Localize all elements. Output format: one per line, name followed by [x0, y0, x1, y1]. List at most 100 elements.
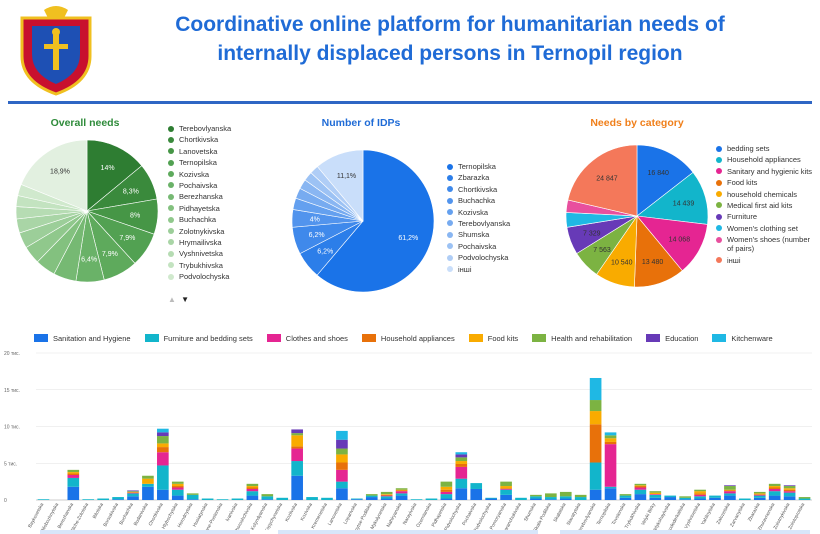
bar-legend-item[interactable]: Health and rehabilitation [532, 332, 632, 344]
pie-slice[interactable] [567, 144, 638, 217]
bar-segment[interactable] [142, 475, 154, 479]
bar-segment[interactable] [679, 497, 691, 500]
bar-segment[interactable] [455, 454, 468, 458]
bar-segment[interactable] [589, 424, 602, 463]
bar-segment[interactable] [321, 497, 333, 500]
bar-segment[interactable] [470, 483, 483, 489]
bar-segment[interactable] [783, 496, 796, 500]
bar-segment[interactable] [112, 497, 124, 500]
bar-segment[interactable] [157, 432, 169, 437]
bar-segment[interactable] [724, 489, 736, 491]
category-legend-item[interactable]: household chemicals [716, 190, 816, 199]
bar-segment[interactable] [291, 435, 303, 447]
bar-segment[interactable] [276, 497, 289, 500]
bar-segment[interactable] [649, 494, 662, 498]
bar-segment[interactable] [500, 489, 512, 495]
bar-segment[interactable] [157, 452, 169, 466]
pie-slice[interactable] [86, 139, 143, 212]
bar-legend-item[interactable]: Furniture and bedding sets [144, 332, 253, 344]
bar-segment[interactable] [246, 495, 259, 500]
category-legend-item[interactable]: Food kits [716, 178, 816, 187]
bar-segment[interactable] [664, 495, 677, 498]
category-legend-item[interactable]: Women's clothing set [716, 224, 816, 233]
bar-segment[interactable] [336, 488, 348, 500]
bar-segment[interactable] [231, 498, 244, 500]
bar-segment[interactable] [410, 499, 423, 500]
idps-legend-item[interactable]: Shumska [447, 230, 547, 239]
bar-segment[interactable] [634, 487, 647, 490]
bar-segment[interactable] [753, 491, 766, 494]
bar-segment[interactable] [589, 400, 602, 412]
bar-segment[interactable] [649, 497, 662, 500]
bar-segment[interactable] [291, 429, 303, 434]
bar-segment[interactable] [336, 469, 348, 482]
bar-segment[interactable] [783, 485, 796, 487]
bar-segment[interactable] [604, 432, 617, 436]
bar-segment[interactable] [127, 496, 139, 500]
bar-segment[interactable] [171, 486, 184, 488]
idps-legend-item[interactable]: інші [447, 265, 547, 274]
bar-segment[interactable] [500, 486, 512, 489]
idps-legend-item[interactable]: Zbarazka [447, 173, 547, 182]
bar-segment[interactable] [380, 495, 393, 497]
bar-segment[interactable] [306, 497, 318, 500]
bar-segment[interactable] [336, 481, 348, 489]
category-legend-item[interactable]: Medical first aid kits [716, 201, 816, 210]
bar-segment[interactable] [783, 492, 796, 497]
bar-segment[interactable] [246, 491, 259, 496]
bar-segment[interactable] [171, 487, 184, 490]
category-legend-item[interactable]: Furniture [716, 212, 816, 221]
overall-needs-legend-item[interactable]: Chortkivska [168, 135, 278, 144]
idps-legend-item[interactable]: Pochaivska [447, 242, 547, 251]
bar-segment[interactable] [724, 493, 736, 496]
category-legend-item[interactable]: інші [716, 256, 816, 265]
bar-segment[interactable] [500, 488, 512, 489]
bar-segment[interactable] [67, 486, 80, 500]
bar-legend-item[interactable]: Education [646, 332, 698, 344]
bar-segment[interactable] [589, 462, 602, 490]
bar-segment[interactable] [380, 498, 393, 500]
bar-segment[interactable] [336, 454, 348, 463]
bar-segment[interactable] [380, 496, 393, 499]
category-legend-item[interactable]: bedding sets [716, 144, 816, 153]
bar-segment[interactable] [634, 483, 647, 486]
bar-segment[interactable] [619, 494, 632, 496]
bar-segment[interactable] [753, 495, 766, 498]
pager-down-icon[interactable]: ▼ [181, 295, 190, 304]
bar-segment[interactable] [500, 488, 512, 490]
bar-segment[interactable] [545, 497, 557, 500]
bar-segment[interactable] [485, 497, 497, 499]
bar-segment[interactable] [753, 497, 766, 500]
bar-segment[interactable] [589, 411, 602, 425]
bar-legend-item[interactable]: Household appliances [361, 332, 455, 344]
bar-segment[interactable] [157, 436, 169, 444]
bar-segment[interactable] [395, 493, 408, 496]
bar-segment[interactable] [634, 494, 647, 500]
bar-segment[interactable] [679, 499, 691, 500]
bar-segment[interactable] [67, 469, 80, 473]
bar-segment[interactable] [455, 461, 468, 464]
bar-segment[interactable] [604, 435, 617, 439]
bar-segment[interactable] [709, 497, 721, 500]
bar-segment[interactable] [530, 494, 542, 497]
bar-segment[interactable] [798, 497, 811, 499]
bar-segment[interactable] [112, 499, 124, 500]
bar-segment[interactable] [127, 491, 139, 492]
bar-segment[interactable] [246, 487, 259, 489]
idps-legend-item[interactable]: Ternopilska [447, 162, 547, 171]
overall-needs-legend-item[interactable]: Berezhanska [168, 192, 278, 201]
bar-segment[interactable] [440, 481, 453, 487]
bar-segment[interactable] [171, 495, 184, 500]
bar-segment[interactable] [530, 498, 542, 500]
bar-legend-item[interactable]: Food kits [468, 332, 518, 344]
idps-legend-item[interactable]: Buchachka [447, 196, 547, 205]
bar-segment[interactable] [798, 498, 811, 500]
bar-segment[interactable] [724, 486, 736, 490]
bar-segment[interactable] [470, 488, 483, 500]
pie-slice[interactable] [20, 139, 88, 212]
bar-segment[interactable] [395, 495, 408, 500]
bar-segment[interactable] [604, 441, 617, 445]
bar-segment[interactable] [515, 497, 527, 500]
bar-segment[interactable] [753, 494, 766, 495]
bar-segment[interactable] [380, 494, 393, 496]
